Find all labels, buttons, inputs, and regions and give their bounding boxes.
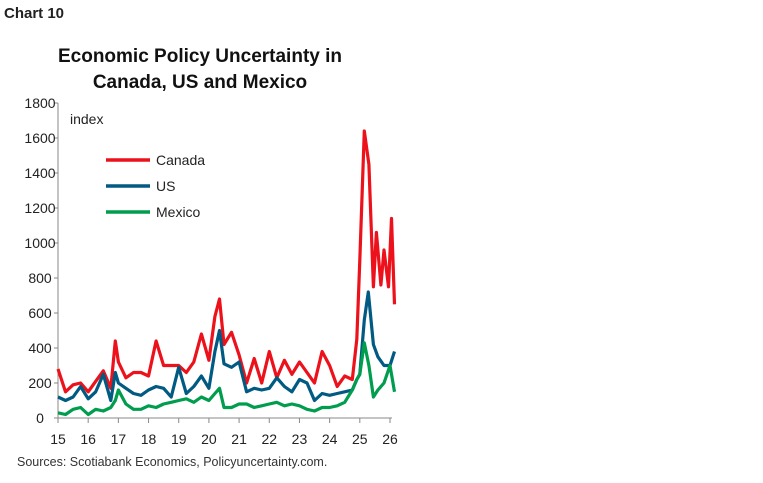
x-tick-label: 26 bbox=[382, 431, 398, 447]
y-tick-label: 400 bbox=[28, 340, 52, 356]
chart-title: Economic Policy Uncertainty in Canada, US… bbox=[20, 44, 380, 96]
x-tick-label: 22 bbox=[261, 431, 277, 447]
y-tick-label: 1000 bbox=[24, 235, 55, 251]
series-line-canada bbox=[56, 129, 397, 394]
x-tick-label: 25 bbox=[352, 431, 368, 447]
y-tick-label: 1600 bbox=[24, 130, 55, 146]
y-tick-label: 200 bbox=[28, 375, 52, 391]
title-line-1: Economic Policy Uncertainty in bbox=[57, 46, 343, 67]
x-tick-label: 21 bbox=[231, 431, 247, 447]
y-tick-label: 800 bbox=[28, 270, 52, 286]
y-tick-label: 0 bbox=[36, 410, 44, 426]
x-tick-label: 15 bbox=[50, 431, 66, 447]
x-tick-label: 18 bbox=[141, 431, 157, 447]
series-line-mexico bbox=[57, 341, 397, 417]
source-note: Sources: Scotiabank Economics, Policyunc… bbox=[17, 455, 328, 469]
x-tick-label: 19 bbox=[171, 431, 187, 447]
x-tick-label: 20 bbox=[201, 431, 217, 447]
x-tick-label: 17 bbox=[111, 431, 127, 447]
legend-label-us: US bbox=[156, 178, 175, 194]
y-axis-label: index bbox=[70, 111, 103, 127]
x-tick-label: 24 bbox=[322, 431, 338, 447]
legend-label-mexico: Mexico bbox=[156, 204, 201, 220]
y-tick-label: 600 bbox=[28, 305, 52, 321]
x-tick-label: 23 bbox=[292, 431, 308, 447]
y-tick-label: 1800 bbox=[24, 95, 55, 111]
legend-label-canada: Canada bbox=[156, 152, 205, 168]
title-line-2: Canada, US and Mexico bbox=[92, 72, 308, 93]
chart-number: Chart 10 bbox=[4, 5, 65, 22]
y-tick-label: 1200 bbox=[24, 200, 55, 216]
x-tick-label: 16 bbox=[80, 431, 96, 447]
y-tick-label: 1400 bbox=[24, 165, 55, 181]
